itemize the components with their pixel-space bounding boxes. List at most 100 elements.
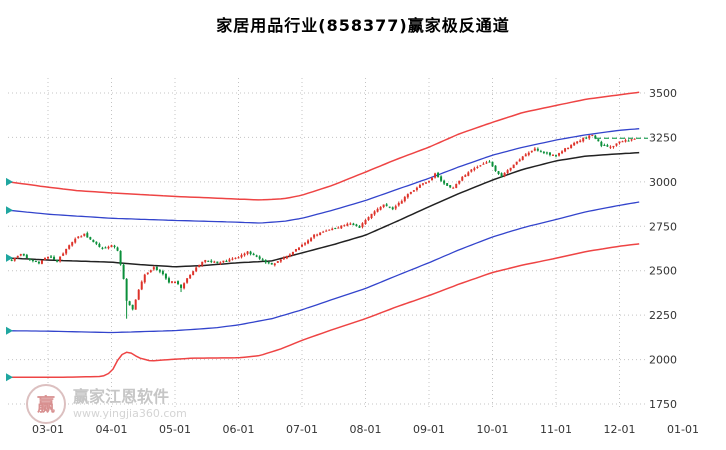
candle xyxy=(403,197,406,202)
candle xyxy=(343,225,346,227)
candle xyxy=(319,232,322,236)
candle xyxy=(83,233,86,236)
candle xyxy=(470,169,473,172)
candle xyxy=(16,255,19,258)
y-tick-label: 1750 xyxy=(649,398,677,411)
candle xyxy=(539,151,542,153)
candle xyxy=(80,236,83,238)
candle xyxy=(473,168,476,170)
candle xyxy=(31,259,34,262)
candle xyxy=(22,253,25,256)
candle xyxy=(86,233,89,238)
candle xyxy=(515,161,518,165)
candle xyxy=(364,219,367,225)
candle xyxy=(210,260,213,262)
candle xyxy=(304,243,307,245)
candle xyxy=(415,187,418,190)
candle xyxy=(249,251,252,255)
candle xyxy=(418,184,421,188)
candle xyxy=(385,204,388,206)
candle xyxy=(164,273,167,279)
candle xyxy=(555,155,557,157)
candle xyxy=(582,137,585,142)
candle xyxy=(621,141,624,143)
candle xyxy=(155,266,158,271)
candle xyxy=(461,176,464,181)
candle xyxy=(50,256,53,258)
candle xyxy=(149,270,152,273)
candle xyxy=(633,138,636,140)
x-tick-label: 08-01 xyxy=(350,423,382,436)
candle xyxy=(388,206,391,208)
candle xyxy=(243,253,246,256)
candle xyxy=(551,154,554,156)
line-start-arrow-icon xyxy=(6,373,13,382)
candle xyxy=(406,194,409,198)
candle xyxy=(270,262,273,265)
candle xyxy=(570,145,573,148)
candle xyxy=(170,281,173,283)
candle xyxy=(213,261,216,263)
candle xyxy=(606,145,609,147)
grid-layer xyxy=(8,78,645,410)
candle xyxy=(65,248,68,254)
x-tick-label: 10-01 xyxy=(477,423,509,436)
candle xyxy=(548,152,551,155)
y-tick-label: 3500 xyxy=(649,87,677,100)
candle xyxy=(428,181,430,183)
candle xyxy=(382,204,385,207)
candle xyxy=(297,247,300,250)
candle xyxy=(521,156,524,160)
candle xyxy=(576,141,579,144)
candle xyxy=(13,257,16,261)
candle xyxy=(125,278,128,301)
candle xyxy=(183,283,186,289)
candle xyxy=(110,245,113,248)
x-tick-label: 06-01 xyxy=(223,423,255,436)
candle xyxy=(101,247,104,249)
candles-layer xyxy=(10,134,636,319)
candle xyxy=(282,257,285,260)
candle xyxy=(167,278,170,283)
candle xyxy=(152,267,155,270)
candle xyxy=(246,251,249,254)
candle xyxy=(37,261,40,264)
candle xyxy=(455,184,458,188)
candle xyxy=(137,289,140,300)
candle xyxy=(198,264,201,268)
candle xyxy=(261,259,264,261)
candle xyxy=(500,173,503,177)
candle xyxy=(92,239,95,243)
candle xyxy=(400,201,403,204)
candle xyxy=(43,258,46,261)
candle xyxy=(512,164,515,169)
candle xyxy=(334,228,337,230)
candle xyxy=(564,148,567,152)
candle xyxy=(391,207,394,210)
candle xyxy=(443,180,446,184)
x-tick-label: 09-01 xyxy=(413,423,445,436)
candle xyxy=(71,242,74,246)
line-start-arrow-icon xyxy=(6,326,13,335)
candle xyxy=(59,256,62,262)
candle xyxy=(467,172,470,176)
candle xyxy=(113,245,116,247)
candle xyxy=(567,147,570,150)
candle xyxy=(449,185,452,188)
candle xyxy=(252,253,255,256)
candle xyxy=(40,260,43,264)
candle xyxy=(349,223,352,225)
candle xyxy=(352,223,355,226)
candle xyxy=(325,230,328,232)
candle xyxy=(370,213,373,218)
candle xyxy=(28,258,31,260)
candle xyxy=(116,247,119,251)
candle xyxy=(358,226,361,228)
candle xyxy=(134,299,137,310)
chart-title: 家居用品行业(858377)赢家极反通道 xyxy=(216,16,510,35)
candle xyxy=(527,152,530,155)
line-start-arrow-icon xyxy=(6,177,13,186)
candle xyxy=(615,143,618,146)
candle xyxy=(258,256,261,259)
candle xyxy=(597,139,600,142)
